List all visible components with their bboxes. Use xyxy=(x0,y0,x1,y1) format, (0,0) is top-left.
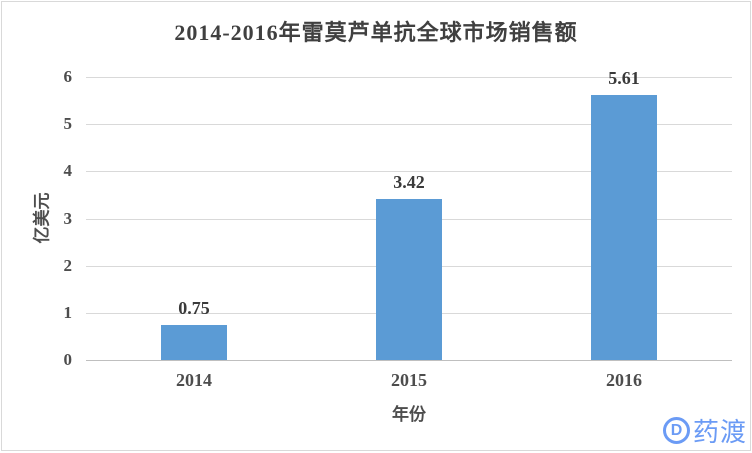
y-tick-label: 5 xyxy=(63,114,73,133)
y-tick-label: 3 xyxy=(63,209,73,228)
watermark: D 药渡 xyxy=(662,412,747,449)
x-axis-line xyxy=(86,360,732,361)
bar-2016 xyxy=(591,95,657,360)
x-axis-title: 年份 xyxy=(392,405,426,424)
bar-2014 xyxy=(161,325,227,360)
gridline xyxy=(86,124,732,125)
data-label-2016: 5.61 xyxy=(608,68,640,88)
chart-title: 2014-2016年雷莫芦单抗全球市场销售额 xyxy=(174,20,578,45)
x-tick-label-2016: 2016 xyxy=(606,370,642,390)
y-tick-label: 0 xyxy=(63,350,73,369)
gridline xyxy=(86,77,732,78)
data-label-2015: 3.42 xyxy=(393,172,425,192)
pharmacodia-logo-icon: D xyxy=(662,417,690,444)
y-tick-label: 1 xyxy=(63,303,73,322)
data-label-2014: 0.75 xyxy=(178,298,210,318)
plot-area xyxy=(86,77,732,361)
x-tick-label-2015: 2015 xyxy=(391,370,427,390)
watermark-text: 药渡 xyxy=(692,417,747,447)
y-tick-label: 4 xyxy=(63,161,73,180)
gridline xyxy=(86,171,732,172)
y-tick-label: 6 xyxy=(63,67,73,86)
y-tick-label: 2 xyxy=(63,256,73,275)
x-tick-label-2014: 2014 xyxy=(176,370,212,390)
bar-2015 xyxy=(376,199,442,360)
y-axis-title: 亿美元 xyxy=(32,192,52,244)
